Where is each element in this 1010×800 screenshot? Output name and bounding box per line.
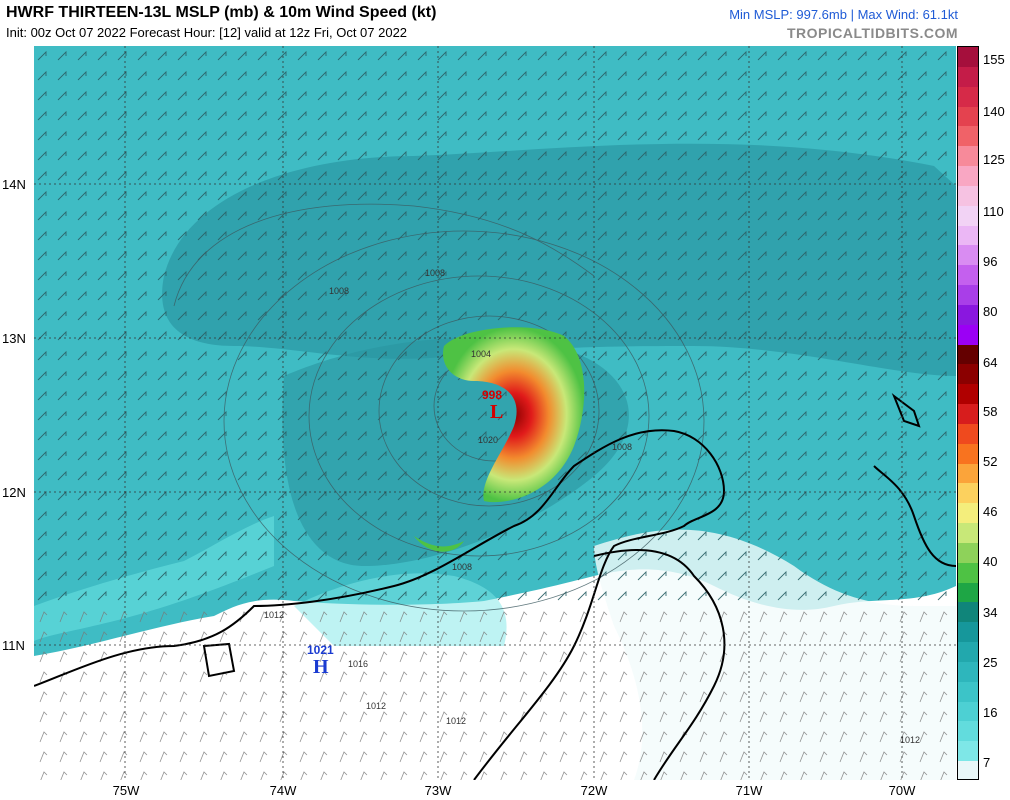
colorbar-segment [958, 721, 978, 742]
lon-label-73w: 73W [424, 783, 452, 798]
isobar-label: 1020 [478, 435, 498, 445]
colorbar-segment [958, 562, 978, 584]
colorbar-segment [958, 344, 978, 365]
colorbar-segment [958, 384, 978, 405]
colorbar-tick-label: 7 [983, 755, 991, 770]
isobar-label: 1004 [471, 349, 491, 359]
lat-label-12n: 12N [2, 485, 26, 500]
colorbar-tick-label: 16 [983, 705, 998, 720]
colorbar-tick-label: 46 [983, 504, 998, 519]
colorbar-segment [958, 66, 978, 88]
colorbar-segment [958, 404, 978, 425]
colorbar-segment [958, 423, 978, 445]
storm-tail [414, 536, 464, 552]
colorbar-segment [958, 642, 978, 663]
lon-label-71w: 71W [735, 783, 763, 798]
colorbar-segment [958, 265, 978, 286]
colorbar-segment [958, 602, 978, 623]
colorbar-tick-label: 40 [983, 554, 998, 569]
colorbar-tick-label: 34 [983, 605, 998, 620]
stats-readout: Min MSLP: 997.6mb | Max Wind: 61.1kt [729, 7, 958, 22]
isobar-label: 1012 [366, 701, 386, 711]
colorbar-segment [958, 463, 978, 485]
colorbar-tick-label: 110 [983, 204, 1004, 219]
colorbar-segment [958, 166, 978, 187]
colorbar-segment [958, 47, 978, 68]
isobar-label: 1012 [446, 716, 466, 726]
lon-label-75w: 75W [112, 783, 140, 798]
lon-label-72w: 72W [580, 783, 608, 798]
colorbar-segment [958, 741, 978, 762]
map-title: HWRF THIRTEEN-13L MSLP (mb) & 10m Wind S… [6, 4, 437, 21]
colorbar-tick-label: 64 [983, 355, 998, 370]
map-subtitle: Init: 00z Oct 07 2022 Forecast Hour: [12… [6, 25, 408, 40]
isobar-label: 1012 [264, 610, 284, 620]
colorbar-segment [958, 146, 978, 167]
isobar-label: 1008 [612, 442, 632, 452]
lon-label-70w: 70W [888, 783, 916, 798]
colorbar-segment [958, 523, 978, 544]
lat-lon-grid [34, 46, 956, 780]
colorbar-segment [958, 701, 978, 723]
wind-map: 1008 1004 1020 1008 1008 1008 1012 1016 … [34, 46, 956, 780]
lat-label-11n: 11N [2, 638, 25, 653]
colorbar-tick-label: 140 [983, 104, 1005, 119]
colorbar-tick-label: 80 [983, 304, 998, 319]
colorbar-segment [958, 364, 978, 385]
storm-wind-field [443, 327, 585, 503]
colorbar-segment [958, 661, 978, 683]
colorbar-segment [958, 225, 978, 246]
isobar-label: 1016 [348, 659, 368, 669]
colorbar-segment [958, 483, 978, 504]
lat-label-13n: 13N [2, 331, 26, 346]
colorbar-segment [958, 86, 978, 108]
colorbar-segment [958, 126, 978, 147]
colorbar-tick-label: 58 [983, 404, 998, 419]
colorbar-segment [958, 503, 978, 524]
colorbar-tick-label: 96 [983, 254, 998, 269]
isobar-label: 1012 [900, 735, 920, 745]
coastline [34, 393, 956, 780]
colorbar-segment [958, 443, 978, 465]
colorbar-segment [958, 205, 978, 227]
high-pressure-letter: H [313, 656, 329, 678]
colorbar-segment [958, 106, 978, 127]
colorbar-tick-label: 155 [983, 52, 1005, 67]
colorbar-segment [958, 185, 978, 207]
colorbar-segment [958, 304, 978, 326]
isobar-label: 1008 [425, 268, 445, 278]
low-pressure-letter: L [490, 401, 503, 423]
colorbar-segment [958, 681, 978, 703]
colorbar-segment [958, 622, 978, 643]
site-brand: TROPICALTIDBITS.COM [786, 25, 958, 41]
lat-label-14n: 14N [2, 177, 26, 192]
colorbar-tick-label: 125 [983, 152, 1005, 167]
colorbar-segment [958, 285, 978, 306]
colorbar-tick-label: 52 [983, 454, 998, 469]
isobar-label: 1008 [452, 562, 472, 572]
colorbar-segment [958, 761, 978, 779]
colorbar-segment [958, 542, 978, 564]
lon-label-74w: 74W [269, 783, 297, 798]
low-pressure-value: 998 [482, 388, 502, 402]
high-pressure-value: 1021 [307, 643, 334, 657]
colorbar-segment [958, 245, 978, 266]
colorbar-segment [958, 582, 978, 604]
isobar-label: 1008 [329, 286, 349, 296]
colorbar-tick-label: 25 [983, 655, 998, 670]
isobars [173, 203, 705, 612]
isobar-labels: 1008 1004 1020 1008 1008 1008 1012 1016 … [264, 268, 920, 745]
wind-speed-colorbar [957, 46, 979, 780]
colorbar-segment [958, 324, 978, 346]
